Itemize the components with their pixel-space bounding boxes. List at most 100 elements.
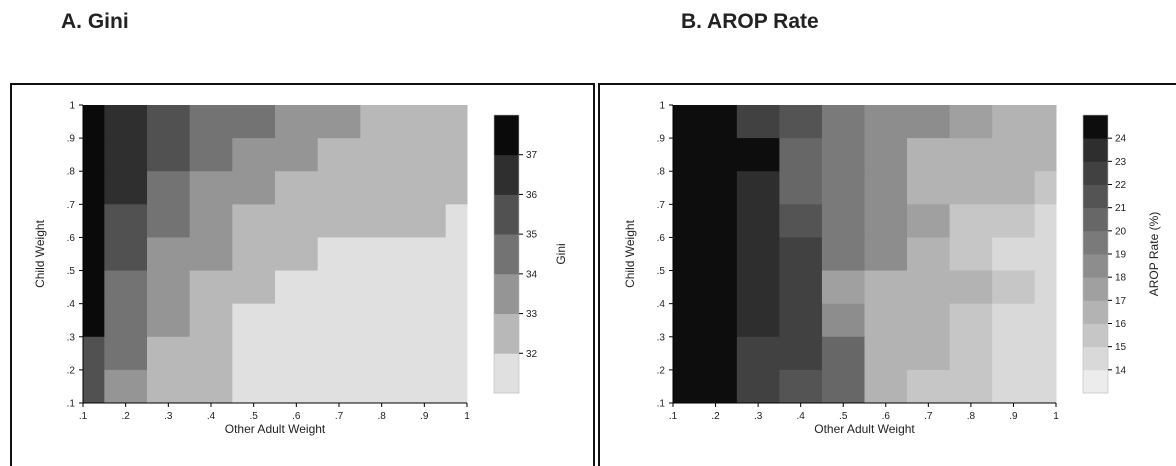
arop-heatmap-cell <box>821 237 865 272</box>
gini-x-axis-label: Other Adult Weight <box>225 422 326 436</box>
arop-heatmap-cell <box>1034 336 1057 371</box>
gini-heatmap-cell <box>445 369 468 404</box>
gini-colorbar-tick-label: 35 <box>526 230 538 241</box>
arop-y-tick-label: .8 <box>657 167 666 178</box>
gini-x-tick-label: .2 <box>121 411 130 422</box>
gini-x-tick-label: .5 <box>249 411 258 422</box>
arop-heatmap-cell <box>821 270 865 305</box>
arop-heatmap-cell <box>864 237 908 272</box>
gini-x-tick-label: .7 <box>335 411 344 422</box>
gini-heatmap-cell <box>403 171 447 205</box>
gini-heatmap-cell <box>83 369 105 404</box>
gini-heatmap-cell <box>275 303 319 338</box>
arop-heatmap-cell <box>779 105 823 139</box>
arop-heatmap-cell <box>864 138 908 172</box>
gini-heatmap-cell <box>445 105 468 139</box>
arop-heatmap-cell <box>1034 204 1057 238</box>
arop-heatmap-cell <box>949 270 993 305</box>
arop-colorbar-segment <box>1083 254 1108 278</box>
gini-heatmap-cell <box>403 138 447 172</box>
gini-x-tick-label: .4 <box>207 411 216 422</box>
gini-heatmap-cell <box>232 336 276 371</box>
gini-colorbar-segment <box>494 194 519 235</box>
gini-heatmap-cell <box>275 105 319 139</box>
arop-heatmap-cell <box>694 369 738 404</box>
arop-heatmap-cell <box>949 237 993 272</box>
gini-heatmap-cell <box>83 303 105 338</box>
arop-colorbar-tick-label: 23 <box>1115 157 1127 168</box>
gini-heatmap-cell <box>189 336 233 371</box>
gini-x-tick-label: .9 <box>420 411 429 422</box>
arop-heatmap-cell <box>992 237 1036 272</box>
arop-colorbar-segment <box>1083 207 1108 232</box>
arop-colorbar-tick-label: 15 <box>1115 342 1127 353</box>
gini-heatmap-cell <box>104 270 148 305</box>
arop-colorbar-tick-label: 19 <box>1115 250 1127 261</box>
arop-heatmap-cell <box>949 204 993 238</box>
gini-y-tick-label: .4 <box>67 299 76 310</box>
gini-heatmap-cell <box>83 336 105 371</box>
arop-heatmap-cell <box>949 105 993 139</box>
arop-heatmap-cell <box>907 369 951 404</box>
gini-heatmap-cell <box>147 171 191 205</box>
arop-heatmap-cell <box>673 369 695 404</box>
arop-heatmap-cell <box>992 105 1036 139</box>
arop-heatmap-cell <box>949 369 993 404</box>
arop-y-tick-label: .2 <box>657 365 666 376</box>
arop-heatmap-cell <box>907 270 951 305</box>
arop-heatmap-cell <box>949 303 993 338</box>
arop-heatmap-cell <box>673 138 695 172</box>
gini-heatmap-cell <box>189 270 233 305</box>
arop-colorbar-tick-label: 18 <box>1115 273 1127 284</box>
gini-heatmap-cell <box>83 171 105 205</box>
arop-heatmap-cell <box>673 105 695 139</box>
gini-heatmap-cell <box>189 204 233 238</box>
gini-heatmap-cell <box>360 105 404 139</box>
arop-heatmap-cell <box>821 204 865 238</box>
arop-heatmap-cell <box>694 171 738 205</box>
gini-colorbar-tick-label: 33 <box>526 309 538 320</box>
arop-heatmap-cell <box>673 336 695 371</box>
gini-heatmap-cell <box>403 369 447 404</box>
gini-heatmap-cell <box>317 303 361 338</box>
arop-y-tick-label: .3 <box>657 332 666 343</box>
gini-heatmap-cell <box>232 105 276 139</box>
arop-heatmap-cell <box>907 171 951 205</box>
gini-heatmap-cell <box>317 171 361 205</box>
arop-heatmap-cell <box>1034 237 1057 272</box>
arop-heatmap-cell <box>992 204 1036 238</box>
gini-heatmap-cell <box>445 138 468 172</box>
gini-heatmap-cell <box>403 336 447 371</box>
gini-heatmap-cell <box>147 369 191 404</box>
arop-x-tick-label: .8 <box>967 411 976 422</box>
gini-heatmap-cell <box>275 336 319 371</box>
gini-y-tick-label: .5 <box>67 266 76 277</box>
arop-heatmap-cell <box>992 303 1036 338</box>
arop-heatmap-cell <box>992 336 1036 371</box>
gini-y-tick-label: .8 <box>67 167 76 178</box>
arop-heatmap-cell <box>949 171 993 205</box>
arop-heatmap-cell <box>694 336 738 371</box>
arop-heatmap-cell <box>907 204 951 238</box>
gini-colorbar-tick-label: 37 <box>526 150 538 161</box>
arop-heatmap-cell <box>694 105 738 139</box>
gini-heatmap-cell <box>147 204 191 238</box>
arop-colorbar-label: AROP Rate (%) <box>1147 212 1161 296</box>
gini-heatmap-cell <box>147 138 191 172</box>
gini-heatmap-cell <box>147 105 191 139</box>
arop-heatmap-cell <box>694 303 738 338</box>
arop-heatmap-cell <box>736 303 780 338</box>
gini-heatmap-cell <box>147 270 191 305</box>
gini-heatmap-cell <box>232 270 276 305</box>
gini-heatmap-cell <box>317 369 361 404</box>
arop-heatmap-cell <box>1034 270 1057 305</box>
gini-heatmap-cell <box>147 336 191 371</box>
arop-heatmap-cell <box>821 105 865 139</box>
arop-colorbar-segment <box>1083 277 1108 301</box>
gini-heatmap-cell <box>317 138 361 172</box>
arop-y-tick-label: .5 <box>657 266 666 277</box>
gini-y-tick-label: .1 <box>67 399 76 410</box>
arop-heatmap-cell <box>992 138 1036 172</box>
arop-heatmap-cell <box>1034 369 1057 404</box>
arop-heatmap-cell <box>673 204 695 238</box>
